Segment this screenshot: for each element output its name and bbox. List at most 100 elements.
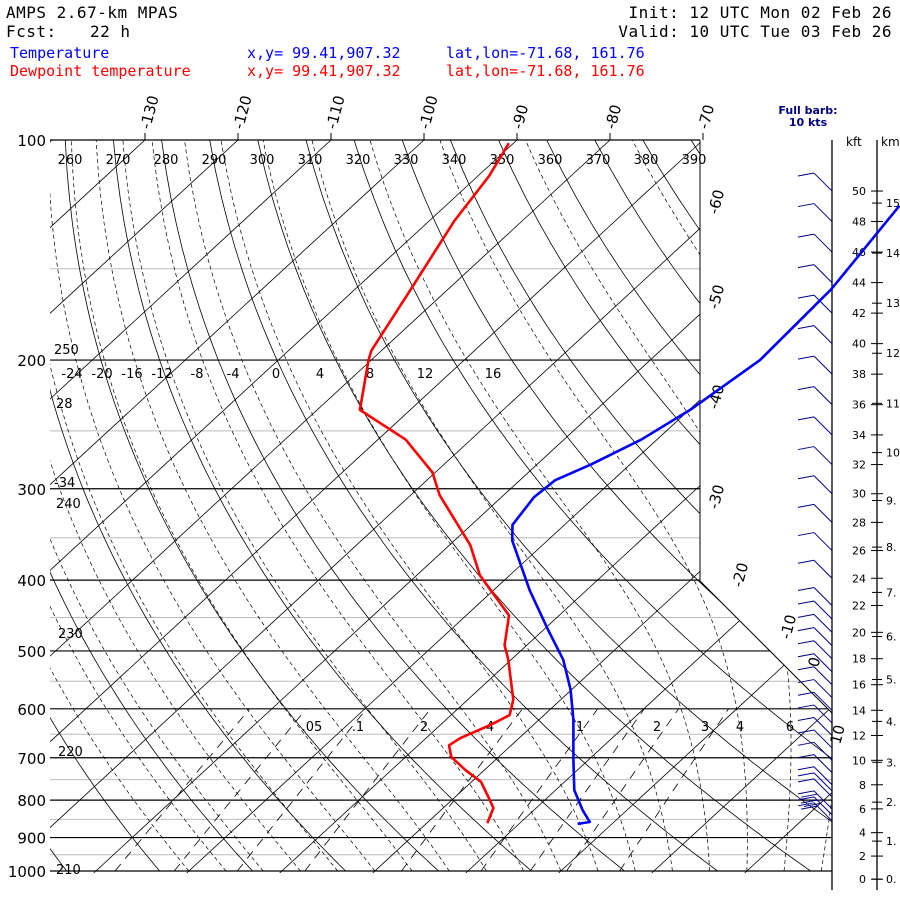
barb-staff <box>813 679 833 698</box>
barb-flag <box>797 294 815 299</box>
barb-staff <box>813 796 833 816</box>
barb-staff <box>813 172 833 192</box>
temperature-line <box>510 204 900 826</box>
wind-barb <box>797 503 833 523</box>
barb-flag <box>797 802 815 807</box>
barb-staff <box>813 203 833 222</box>
wind-barb <box>797 717 833 736</box>
dry-adiabat <box>450 140 832 872</box>
init-time: Init: 12 UTC Mon 02 Feb 26 <box>628 3 892 22</box>
barb-flag <box>797 613 815 618</box>
theta-e-label: -24 <box>61 367 82 382</box>
barb-flag <box>797 790 815 795</box>
theta-e-label: -16 <box>121 367 142 382</box>
kft-tick-label: 30 <box>852 488 866 501</box>
theta-e-label: 8 <box>366 367 374 382</box>
kft-tick-label: 42 <box>852 307 866 320</box>
isotherm <box>50 140 425 873</box>
wind-barb <box>797 587 833 606</box>
dry-adiabat-label: 290 <box>202 153 227 168</box>
barb-staff <box>813 559 833 579</box>
wind-barb <box>797 172 833 192</box>
barb-staff <box>813 754 833 773</box>
model-title: AMPS 2.67-km MPAS <box>6 3 179 22</box>
wind-barb <box>797 778 833 798</box>
wind-barb <box>797 653 833 673</box>
mixing-ratio-label: .1 <box>352 720 364 735</box>
barb-staff <box>813 653 833 673</box>
barb-flag <box>797 754 815 759</box>
barb-flag <box>797 704 815 709</box>
mixing-ratio-label: 6 <box>786 720 794 735</box>
pressure-tick-label: 400 <box>17 572 46 590</box>
isotherm <box>50 140 611 873</box>
barb-staff <box>813 446 833 465</box>
moist-adiabat <box>151 140 525 872</box>
dry-adiabat <box>161 140 625 872</box>
barb-staff <box>813 587 833 606</box>
wind-barb <box>797 355 833 375</box>
kft-tick-label: 40 <box>852 338 866 351</box>
isotherm <box>50 140 518 873</box>
mixing-ratio-line <box>173 708 307 872</box>
dry-adiabat-label: 370 <box>586 153 611 168</box>
theta-e-label: 4 <box>316 367 324 382</box>
kft-tick-label: 20 <box>852 626 866 639</box>
barb-flag <box>797 203 815 208</box>
theta-e-label: -12 <box>151 367 172 382</box>
km-tick-label: 7. <box>886 586 897 599</box>
kft-tick-label: 48 <box>852 216 866 229</box>
pressure-tick-label: 1000 <box>8 863 46 881</box>
dry-adiabat <box>209 140 718 872</box>
isotherm <box>50 140 704 873</box>
wind-barb <box>797 475 833 495</box>
kft-tick-label: 0 <box>859 873 866 886</box>
wind-barb <box>797 772 833 792</box>
wind-barb <box>797 741 833 761</box>
wind-barb <box>797 640 833 660</box>
dry-adiabat-label: 340 <box>442 153 467 168</box>
profile-series <box>358 142 900 826</box>
barb-flag <box>797 587 815 592</box>
isotherm <box>651 140 832 873</box>
mixing-ratio-line <box>304 708 431 872</box>
plot-right-edge <box>699 140 833 714</box>
isotherm-top-label: -120 <box>229 93 255 131</box>
dry-adiabat <box>305 140 832 872</box>
kft-tick-label: 12 <box>852 729 866 742</box>
moist-adiabat <box>220 140 599 872</box>
barb-staff <box>813 772 833 792</box>
barb-note-line1: Full barb: <box>778 104 837 117</box>
barb-staff <box>813 729 833 749</box>
moist-adiabat <box>184 140 562 872</box>
barb-flag <box>797 741 815 746</box>
kft-tick-label: 22 <box>852 600 866 613</box>
barb-staff <box>813 766 833 786</box>
barb-staff <box>813 778 833 798</box>
pressure-tick-label: 100 <box>17 132 46 150</box>
dry-adiabat-label: 320 <box>346 153 371 168</box>
dry-adiabat-label: 310 <box>298 153 323 168</box>
kft-tick-label: 4 <box>859 827 866 840</box>
legend-temperature-name: Temperature <box>10 44 110 62</box>
dry-adiabat <box>546 140 832 872</box>
dry-adiabat-label: 300 <box>250 153 275 168</box>
barb-flag <box>797 386 815 391</box>
theta-e-label: 16 <box>485 367 502 382</box>
km-tick-label: 10. <box>886 447 900 460</box>
moist-adiabat <box>50 140 376 872</box>
isotherm-top-label: -110 <box>322 93 348 131</box>
barb-staff <box>813 704 833 724</box>
pressure-tick-label: 800 <box>17 792 46 810</box>
isotherm-top-label: -70 <box>694 103 718 131</box>
km-axis-title: km <box>881 135 900 149</box>
isotherm <box>279 140 832 873</box>
wind-barb <box>797 704 833 724</box>
barb-flag <box>797 503 815 508</box>
barb-staff <box>813 717 833 736</box>
wind-barb <box>797 446 833 465</box>
barb-flag <box>797 532 815 537</box>
kft-tick-label: 38 <box>852 368 866 381</box>
km-tick-label: 0. <box>886 873 897 886</box>
kft-axis-title: kft <box>846 135 862 149</box>
